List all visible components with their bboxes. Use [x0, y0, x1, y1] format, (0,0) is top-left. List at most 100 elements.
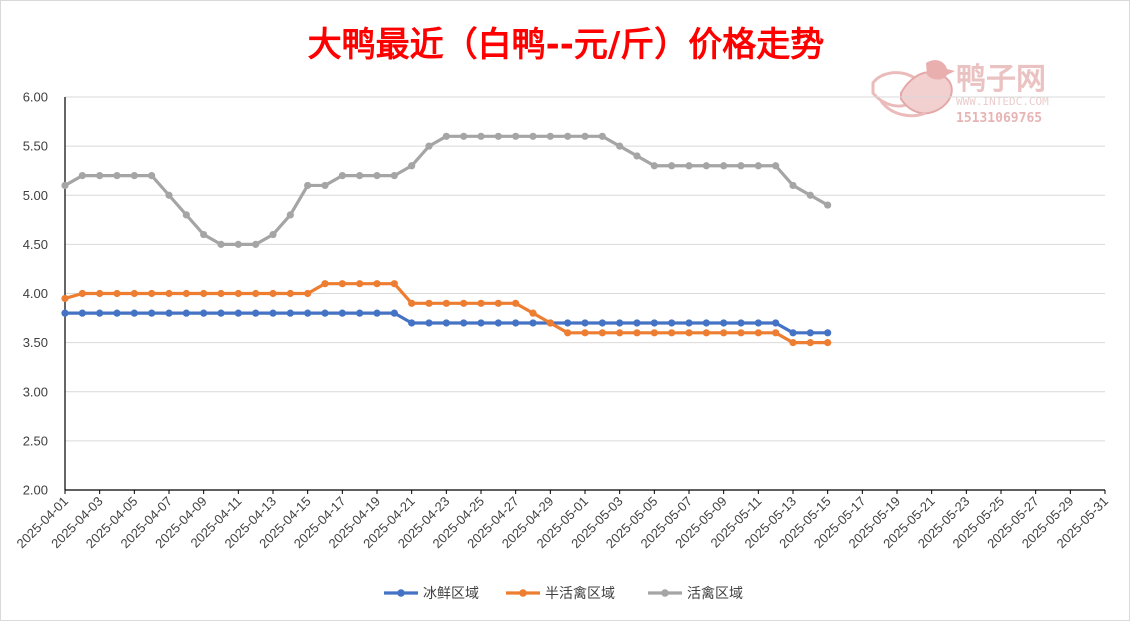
- y-tick-label: 3.50: [23, 335, 48, 350]
- y-tick-label: 5.50: [23, 139, 48, 154]
- data-point: [390, 172, 398, 180]
- data-point: [633, 329, 641, 337]
- legend-marker: [661, 589, 669, 597]
- data-point: [442, 299, 450, 307]
- data-point: [564, 329, 572, 337]
- data-point: [598, 329, 606, 337]
- y-tick-label: 4.50: [23, 237, 48, 252]
- series-2: [61, 280, 832, 347]
- series-1: [61, 309, 832, 337]
- data-point: [616, 329, 624, 337]
- y-tick-label: 6.00: [23, 90, 48, 105]
- data-point: [390, 280, 398, 288]
- data-point: [598, 319, 606, 327]
- data-point: [269, 230, 277, 239]
- data-point: [546, 132, 554, 140]
- data-point: [252, 289, 260, 298]
- data-point: [304, 181, 312, 190]
- data-point: [217, 240, 225, 248]
- data-point: [408, 162, 416, 170]
- data-point: [616, 319, 624, 327]
- data-point: [148, 289, 156, 298]
- data-point: [564, 132, 572, 140]
- data-point: [148, 172, 156, 180]
- data-point: [806, 339, 814, 347]
- data-point: [477, 299, 485, 307]
- data-point: [130, 172, 138, 180]
- watermark-logo: 鸭子网 WWW.INTEDC.COM 15131069765: [871, 60, 1049, 126]
- data-point: [356, 280, 364, 288]
- legend-label: 冰鲜区域: [423, 586, 479, 602]
- data-point: [373, 280, 381, 288]
- data-point: [304, 289, 312, 298]
- data-point: [633, 319, 641, 327]
- data-point: [182, 211, 190, 219]
- data-point: [78, 172, 86, 180]
- data-point: [130, 289, 138, 298]
- data-point: [581, 132, 589, 140]
- data-point: [304, 309, 312, 317]
- data-point: [113, 289, 121, 298]
- data-point: [269, 289, 277, 298]
- legend-marker: [397, 589, 405, 597]
- data-point: [477, 319, 485, 327]
- data-point: [96, 309, 104, 317]
- data-point: [356, 172, 364, 180]
- legend-item-2: 半活禽区域: [506, 585, 615, 602]
- data-point: [61, 294, 69, 303]
- data-point: [425, 142, 433, 150]
- data-point: [200, 230, 208, 239]
- data-point: [321, 309, 329, 317]
- data-point: [650, 319, 658, 327]
- data-point: [148, 309, 156, 317]
- data-point: [165, 309, 173, 317]
- data-point: [460, 319, 468, 327]
- legend-label: 活禽区域: [687, 585, 743, 602]
- y-axis-tick-labels: 2.00 2.50 3.00 3.50 4.00 4.50 5.00 5.50 6.00: [23, 90, 48, 498]
- data-point: [581, 329, 589, 337]
- data-point: [130, 309, 138, 317]
- y-tick-label: 2.50: [23, 433, 48, 448]
- data-point: [96, 289, 104, 298]
- data-point: [824, 201, 832, 209]
- data-point: [182, 289, 190, 298]
- data-point: [529, 309, 537, 317]
- data-point: [512, 319, 520, 327]
- data-point: [616, 142, 624, 150]
- data-point: [668, 162, 676, 170]
- data-point: [286, 211, 294, 219]
- data-point: [460, 299, 468, 307]
- data-point: [408, 299, 416, 307]
- data-point: [373, 309, 381, 317]
- watermark-phone: 15131069765: [956, 111, 1042, 126]
- data-point: [824, 329, 832, 337]
- data-point: [442, 132, 450, 140]
- data-point: [685, 162, 693, 170]
- legend-item-1: 冰鲜区域: [384, 586, 479, 602]
- data-point: [61, 309, 69, 317]
- data-point: [737, 319, 745, 327]
- series-3: [61, 132, 832, 248]
- data-point: [286, 289, 294, 298]
- data-point: [373, 172, 381, 180]
- data-point: [633, 152, 641, 160]
- series-lines: [61, 132, 832, 347]
- data-point: [806, 329, 814, 337]
- data-point: [824, 339, 832, 347]
- chart-title: 大鸭最近（白鸭--元/斤）价格走势: [308, 25, 825, 65]
- y-tick-label: 3.00: [23, 384, 48, 399]
- data-point: [442, 319, 450, 327]
- gridlines: [65, 96, 1105, 442]
- data-point: [512, 132, 520, 140]
- data-point: [546, 319, 554, 327]
- data-point: [356, 309, 364, 317]
- legend-item-3: 活禽区域: [648, 585, 743, 602]
- data-point: [113, 172, 121, 180]
- series-line: [64, 134, 829, 246]
- data-point: [564, 319, 572, 327]
- data-point: [494, 132, 502, 140]
- data-point: [234, 289, 242, 298]
- data-point: [702, 329, 710, 337]
